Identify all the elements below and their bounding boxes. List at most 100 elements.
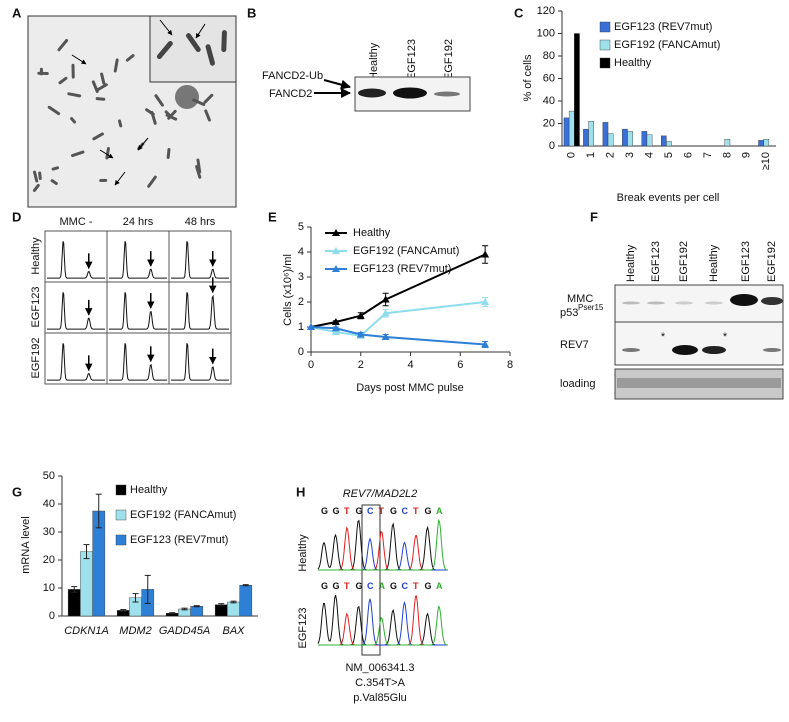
legend-label: Healthy: [614, 57, 652, 69]
marker: [381, 309, 390, 317]
chromosome: [192, 98, 206, 106]
marker: [381, 295, 390, 303]
histogram: [109, 343, 167, 381]
arrow: [71, 54, 87, 65]
bar: [190, 606, 204, 617]
band: [761, 297, 783, 305]
band: [434, 91, 460, 97]
x-tick-label: 4: [643, 152, 655, 158]
chromosome: [32, 183, 40, 192]
column-label: 48 hrs: [185, 216, 216, 228]
error-bar: [230, 600, 237, 604]
marker: [331, 324, 340, 332]
panel-letter: E: [268, 209, 277, 224]
treatment-label: MMC: [567, 293, 593, 305]
annotation: p.Val85Glu: [353, 692, 407, 704]
nucleus: [175, 85, 199, 109]
y-tick-label: 30: [43, 526, 55, 538]
legend-label: Healthy: [353, 227, 391, 239]
x-tick-label: 6: [682, 152, 694, 158]
band-label: FANCD2-Ub: [262, 70, 323, 82]
bar: [80, 551, 93, 617]
chromosome: [205, 44, 215, 66]
histogram: [171, 292, 229, 330]
chromosome: [196, 158, 202, 174]
y-axis-label: % of cells: [522, 54, 534, 102]
x-tick-label: 2: [605, 152, 617, 158]
column-label: 24 hrs: [123, 216, 154, 228]
lane-label: EGF192: [766, 241, 778, 282]
bar: [563, 117, 570, 147]
x-axis-label: Break events per cell: [617, 192, 720, 204]
histogram: [109, 241, 167, 279]
histogram: [171, 343, 229, 381]
y-axis-label: mRNA level: [20, 516, 32, 573]
histogram-frame: [106, 332, 170, 385]
x-tick-label: 3: [624, 152, 636, 158]
bar: [646, 134, 653, 147]
y-tick-label: 20: [43, 554, 55, 566]
x-tick-label: 6: [457, 359, 463, 371]
arrow: [99, 149, 114, 159]
y-tick-label: 40: [43, 498, 55, 510]
bar: [588, 121, 594, 147]
panel-letter: D: [12, 209, 21, 224]
y-tick-label: 40: [543, 95, 555, 107]
histogram-frame: [44, 281, 108, 334]
chromosome: [203, 93, 214, 104]
chromosome: [47, 105, 61, 116]
error-bar: [242, 584, 249, 587]
blot-label-superscript: Pser15: [578, 303, 604, 312]
annotation: C.354T>A: [355, 677, 405, 689]
histogram: [171, 241, 229, 279]
x-axis-label: Days post MMC pulse: [356, 382, 464, 394]
x-tick-label: 8: [507, 359, 513, 371]
metaphase-image: [27, 15, 237, 208]
error-bar: [120, 609, 127, 612]
histogram-frame: [106, 230, 170, 283]
row-label: EGF123: [30, 287, 42, 328]
panel-letter: F: [590, 209, 598, 224]
row-label: Healthy: [297, 534, 309, 572]
legend-swatch: [115, 534, 127, 546]
marker: [481, 298, 490, 305]
band: [675, 301, 693, 305]
chromosome: [166, 147, 171, 159]
band: [702, 346, 726, 354]
legend-label: Healthy: [130, 484, 168, 496]
chromosome: [118, 119, 123, 128]
band: [622, 348, 640, 352]
y-tick-label: 3: [298, 271, 304, 283]
arrow: [323, 79, 351, 90]
legend-label: EGF192 (FANCAmut): [353, 245, 459, 257]
error-bar: [95, 493, 102, 529]
chromatogram-trace: [317, 519, 448, 571]
highlight-box: [361, 504, 381, 656]
chromosome: [95, 83, 108, 92]
blot-label: REV7: [560, 339, 589, 351]
legend-swatch: [115, 484, 127, 496]
bar: [568, 110, 575, 147]
marker: [481, 340, 490, 348]
error-bar: [169, 612, 176, 615]
histogram-frame: [168, 230, 232, 283]
chromosome: [51, 166, 60, 171]
band: [393, 87, 427, 99]
chromosome: [95, 97, 106, 101]
error-bar: [218, 603, 225, 607]
chromatogram-trace: [317, 594, 448, 646]
y-tick-label: 10: [43, 582, 55, 594]
chromosome: [105, 146, 110, 160]
row-label: EGF123: [297, 608, 309, 649]
histogram: [47, 292, 105, 330]
chromosome: [167, 109, 177, 120]
bar: [583, 128, 589, 147]
legend-marker: [332, 247, 340, 254]
band: [647, 301, 665, 305]
bar: [602, 122, 609, 147]
x-tick-label: BAX: [222, 625, 245, 637]
band: [730, 294, 758, 306]
chromosome: [58, 76, 68, 85]
lane-label: EGF192: [678, 241, 690, 282]
asterisk: *: [661, 331, 666, 343]
